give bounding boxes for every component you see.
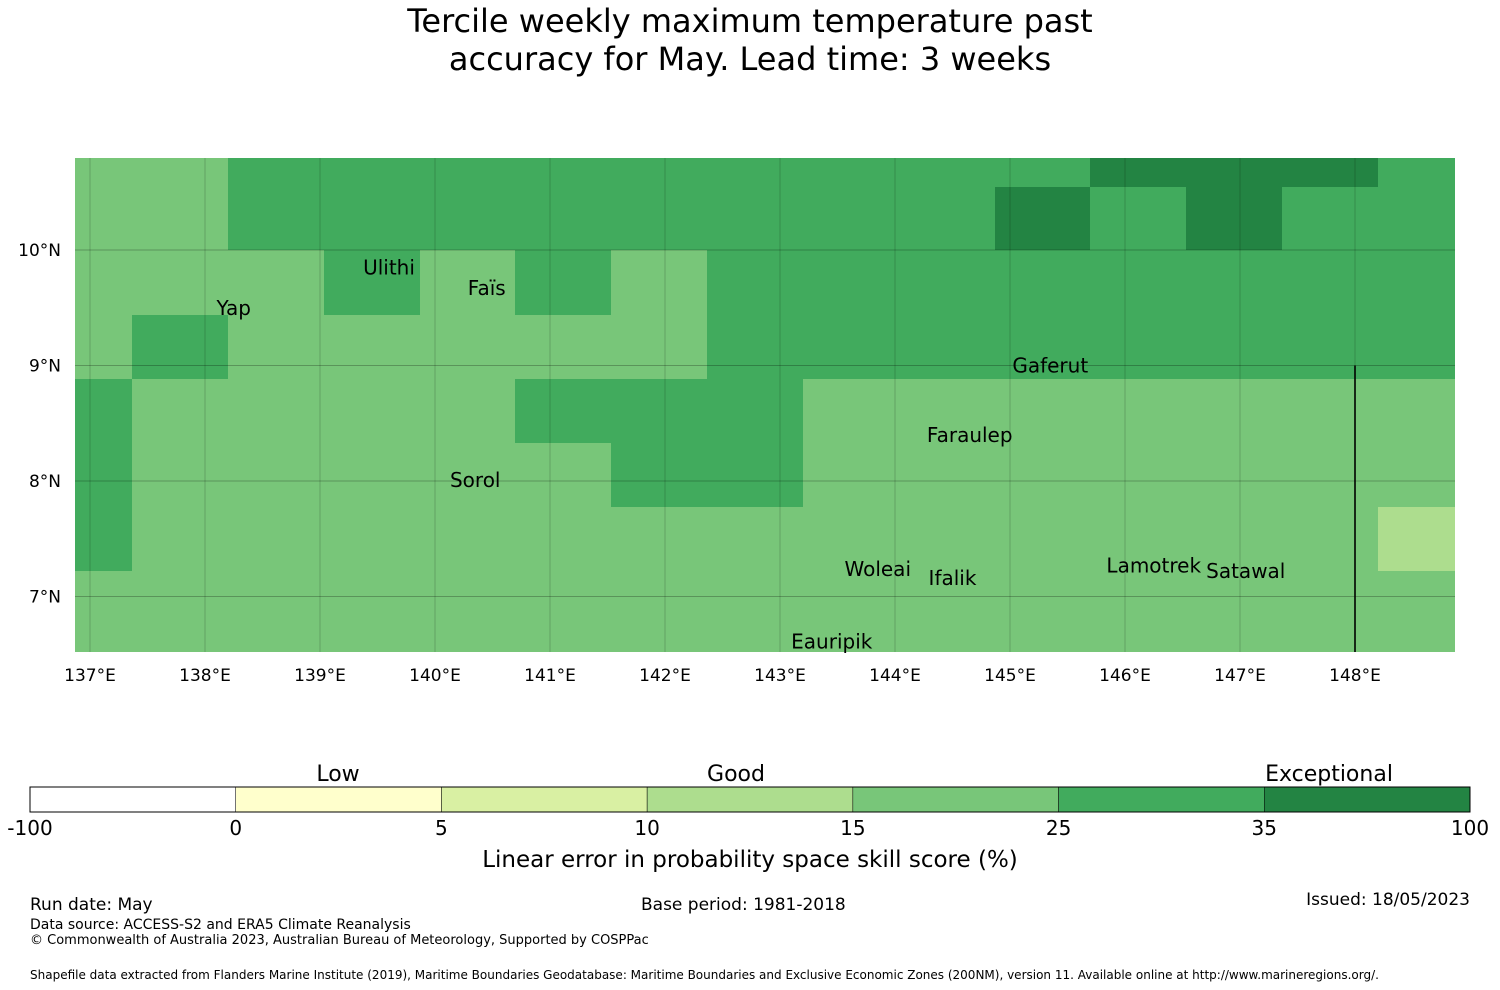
latitude-tick-label: 10°N	[18, 241, 61, 261]
grid-cell	[1090, 158, 1378, 187]
skill-score-grid	[75, 158, 1455, 652]
grid-cell	[995, 187, 1090, 250]
graticule	[75, 158, 1455, 652]
colorbar-tick-label: 35	[1252, 816, 1277, 840]
longitude-tick-label: 140°E	[409, 666, 461, 686]
longitude-tick-label: 137°E	[64, 666, 116, 686]
skill-category-label: Exceptional	[1265, 762, 1393, 787]
longitude-axis: 137°E 138°E 139°E 140°E 141°E 142°E 143°E 144°E…	[64, 666, 1381, 686]
colorbar-legend: -100 0 5 10 15 25 35 100 Low Good Exceptional Linea…	[7, 762, 1489, 873]
colorbar-segment	[29, 786, 236, 813]
grid-cell	[515, 250, 611, 315]
longitude-tick-label: 148°E	[1329, 666, 1381, 686]
grid-cell	[611, 443, 803, 507]
skill-score-map: Yap Ulithi Faïs Gaferut Faraulep Sorol Woleai I…	[7, 158, 1489, 873]
grid-cell	[1186, 187, 1282, 250]
grid-cell	[75, 379, 132, 571]
longitude-tick-label: 141°E	[524, 666, 576, 686]
skill-category-label: Good	[707, 762, 765, 787]
longitude-tick-label: 145°E	[984, 666, 1036, 686]
data-source: Data source: ACCESS-S2 and ERA5 Climate …	[30, 917, 411, 933]
place-label: Faïs	[468, 276, 506, 300]
place-labels: Yap Ulithi Faïs Gaferut Faraulep Sorol Woleai I…	[216, 255, 1286, 653]
colorbar-segment	[1058, 786, 1265, 813]
colorbar-segment	[1264, 786, 1471, 813]
grid-cell	[132, 315, 228, 379]
colorbar-tick-label: 0	[229, 816, 242, 840]
colorbar-frame	[29, 786, 1471, 813]
map-title-line-2: accuracy for May. Lead time: 3 weeks	[448, 40, 1052, 78]
colorbar-segment	[441, 786, 648, 813]
grid-cell	[1090, 187, 1186, 250]
grid-cell	[515, 379, 803, 443]
place-label: Eauripik	[791, 630, 873, 654]
colorbar-segment	[235, 786, 442, 813]
place-label: Ulithi	[363, 255, 415, 279]
longitude-tick-label: 142°E	[639, 666, 691, 686]
colorbar-segment	[646, 786, 854, 813]
place-label: Woleai	[844, 557, 911, 581]
colorbar-tick-label: 10	[634, 816, 659, 840]
latitude-tick-label: 7°N	[29, 588, 61, 608]
longitude-tick-label: 139°E	[294, 666, 346, 686]
place-label: Satawal	[1206, 559, 1285, 583]
colorbar-title: Linear error in probability space skill …	[482, 847, 1018, 873]
longitude-tick-label: 144°E	[869, 666, 921, 686]
place-label: Gaferut	[1012, 354, 1088, 378]
run-date: Run date: May	[30, 895, 153, 915]
colorbar-tick-label: 25	[1046, 816, 1071, 840]
latitude-axis: 10°N 9°N 8°N 7°N	[18, 241, 61, 608]
colorbar-tick-label: 5	[435, 816, 448, 840]
grid-cell	[1378, 507, 1455, 571]
place-label: Sorol	[450, 468, 501, 492]
place-label: Lamotrek	[1106, 553, 1201, 577]
grid-cell	[228, 158, 995, 250]
issued-date: Issued: 18/05/2023	[1306, 890, 1470, 910]
place-label: Yap	[216, 296, 251, 320]
place-label: Ifalik	[929, 566, 977, 590]
longitude-tick-label: 143°E	[754, 666, 806, 686]
longitude-tick-label: 138°E	[179, 666, 231, 686]
latitude-tick-label: 8°N	[29, 472, 61, 492]
shapefile-credit: Shapefile data extracted from Flanders M…	[30, 968, 1379, 982]
grid-cell	[1378, 158, 1455, 250]
colorbar-tick-label: 15	[840, 816, 865, 840]
colorbar-segment	[852, 786, 1059, 813]
grid-cell	[995, 158, 1090, 187]
longitude-tick-label: 147°E	[1214, 666, 1266, 686]
place-label: Faraulep	[927, 423, 1013, 447]
grid-cell	[324, 250, 420, 315]
copyright-notice: © Commonwealth of Australia 2023, Austra…	[30, 933, 649, 948]
base-period: Base period: 1981-2018	[641, 895, 846, 915]
grid-cell	[707, 250, 1455, 379]
map-title-line-1: Tercile weekly maximum temperature past	[407, 2, 1093, 40]
latitude-tick-label: 9°N	[29, 357, 61, 377]
skill-category-label: Low	[316, 762, 359, 787]
colorbar-tick-label: -100	[7, 816, 52, 840]
colorbar-tick-label: 100	[1451, 816, 1489, 840]
grid-cell	[1282, 187, 1378, 250]
longitude-tick-label: 146°E	[1099, 666, 1151, 686]
